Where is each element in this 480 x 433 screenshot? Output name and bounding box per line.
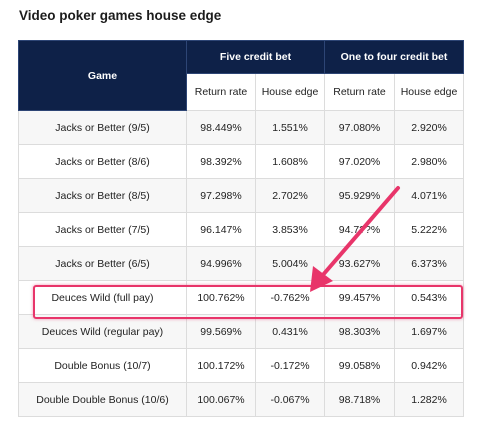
return-rate-one-to-four-cell: 98.303%: [324, 314, 396, 349]
house-edge-one-to-four-cell: 4.071%: [394, 178, 465, 213]
house-edge-five-cell: 2.702%: [254, 178, 326, 213]
return-rate-one-to-four-cell: 99.058%: [324, 348, 396, 383]
house-edge-one-to-four-cell: 5.222%: [394, 212, 465, 247]
house-edge-one-to-four-cell: 2.980%: [394, 144, 465, 179]
house-edge-one-to-four-cell: 0.942%: [394, 348, 465, 383]
house-edge-one-to-four-cell: 1.282%: [394, 382, 465, 417]
game-name-cell: Jacks or Better (9/5): [18, 110, 187, 145]
house-edge-five-cell: 5.004%: [254, 246, 326, 281]
game-name-cell: Deuces Wild (regular pay): [18, 314, 187, 349]
header-return-rate-five: Return rate: [186, 73, 256, 111]
header-house-edge-one-to-four: House edge: [394, 73, 465, 111]
return-rate-five-cell: 94.996%: [186, 246, 256, 281]
return-rate-five-cell: 96.147%: [186, 212, 256, 247]
table-row: Jacks or Better (6/5) 94.996% 5.004% 93.…: [18, 246, 465, 281]
return-rate-one-to-four-cell: 97.080%: [324, 110, 396, 145]
return-rate-one-to-four-cell: 98.718%: [324, 382, 396, 417]
game-name-cell: Double Double Bonus (10/6): [18, 382, 187, 417]
table-row: Jacks or Better (9/5) 98.449% 1.551% 97.…: [18, 110, 465, 145]
house-edge-five-cell: 1.608%: [254, 144, 326, 179]
page-title: Video poker games house edge: [19, 8, 222, 23]
return-rate-one-to-four-cell: 94.7??%: [324, 212, 396, 247]
game-name-cell: Jacks or Better (6/5): [18, 246, 187, 281]
return-rate-one-to-four-cell: 93.627%: [324, 246, 396, 281]
house-edge-table: Game Five credit bet One to four credit …: [18, 40, 465, 417]
return-rate-one-to-four-cell: 95.929%: [324, 178, 396, 213]
house-edge-one-to-four-cell: 6.373%: [394, 246, 465, 281]
return-rate-five-cell: 98.392%: [186, 144, 256, 179]
return-rate-five-cell: 99.569%: [186, 314, 256, 349]
game-name-cell: Jacks or Better (8/5): [18, 178, 187, 213]
header-one-to-four-credit-bet: One to four credit bet: [324, 40, 465, 74]
house-edge-five-cell: 3.853%: [254, 212, 326, 247]
game-name-cell: Jacks or Better (8/6): [18, 144, 187, 179]
table-row-highlighted: Deuces Wild (full pay) 100.762% -0.762% …: [18, 280, 465, 315]
return-rate-one-to-four-cell: 97.020%: [324, 144, 396, 179]
house-edge-one-to-four-cell: 2.920%: [394, 110, 465, 145]
game-name-cell: Jacks or Better (7/5): [18, 212, 187, 247]
game-name-cell: Double Bonus (10/7): [18, 348, 187, 383]
house-edge-five-cell: 1.551%: [254, 110, 326, 145]
table-row: Double Bonus (10/7) 100.172% -0.172% 99.…: [18, 348, 465, 383]
return-rate-five-cell: 100.762%: [186, 280, 256, 315]
house-edge-five-cell: -0.762%: [254, 280, 326, 315]
table-row: Jacks or Better (8/5) 97.298% 2.702% 95.…: [18, 178, 465, 213]
header-house-edge-five: House edge: [254, 73, 326, 111]
house-edge-five-cell: 0.431%: [254, 314, 326, 349]
return-rate-five-cell: 97.298%: [186, 178, 256, 213]
table-row: Jacks or Better (7/5) 96.147% 3.853% 94.…: [18, 212, 465, 247]
table-row: Jacks or Better (8/6) 98.392% 1.608% 97.…: [18, 144, 465, 179]
house-edge-one-to-four-cell: 0.543%: [394, 280, 465, 315]
header-return-rate-one-to-four: Return rate: [324, 73, 396, 111]
house-edge-five-cell: -0.067%: [254, 382, 326, 417]
header-five-credit-bet: Five credit bet: [185, 40, 326, 74]
return-rate-five-cell: 100.067%: [186, 382, 256, 417]
header-game: Game: [18, 40, 187, 111]
table-row: Double Double Bonus (10/6) 100.067% -0.0…: [18, 382, 465, 417]
table-row: Deuces Wild (regular pay) 99.569% 0.431%…: [18, 314, 465, 349]
house-edge-one-to-four-cell: 1.697%: [394, 314, 465, 349]
return-rate-one-to-four-cell: 99.457%: [324, 280, 396, 315]
return-rate-five-cell: 100.172%: [186, 348, 256, 383]
return-rate-five-cell: 98.449%: [186, 110, 256, 145]
game-name-cell: Deuces Wild (full pay): [18, 280, 187, 315]
house-edge-five-cell: -0.172%: [254, 348, 326, 383]
